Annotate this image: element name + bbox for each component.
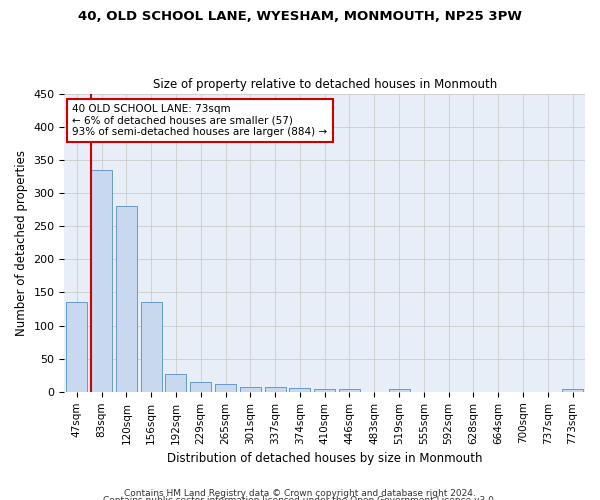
Bar [66,302,88,392]
Bar [91,170,112,392]
Bar [265,387,286,392]
Bar [339,389,360,392]
Text: 40, OLD SCHOOL LANE, WYESHAM, MONMOUTH, NP25 3PW: 40, OLD SCHOOL LANE, WYESHAM, MONMOUTH, … [78,10,522,23]
Bar [562,389,583,392]
Y-axis label: Number of detached properties: Number of detached properties [15,150,28,336]
Bar [190,382,211,392]
Bar [140,302,162,392]
Text: 40 OLD SCHOOL LANE: 73sqm
← 6% of detached houses are smaller (57)
93% of semi-d: 40 OLD SCHOOL LANE: 73sqm ← 6% of detach… [72,104,328,137]
Bar [215,384,236,392]
Bar [116,206,137,392]
Text: Contains HM Land Registry data © Crown copyright and database right 2024.: Contains HM Land Registry data © Crown c… [124,488,476,498]
Bar [240,386,261,392]
Bar [166,374,187,392]
Bar [289,388,310,392]
Title: Size of property relative to detached houses in Monmouth: Size of property relative to detached ho… [152,78,497,91]
Bar [314,388,335,392]
Bar [389,389,410,392]
X-axis label: Distribution of detached houses by size in Monmouth: Distribution of detached houses by size … [167,452,482,465]
Text: Contains public sector information licensed under the Open Government Licence v3: Contains public sector information licen… [103,496,497,500]
